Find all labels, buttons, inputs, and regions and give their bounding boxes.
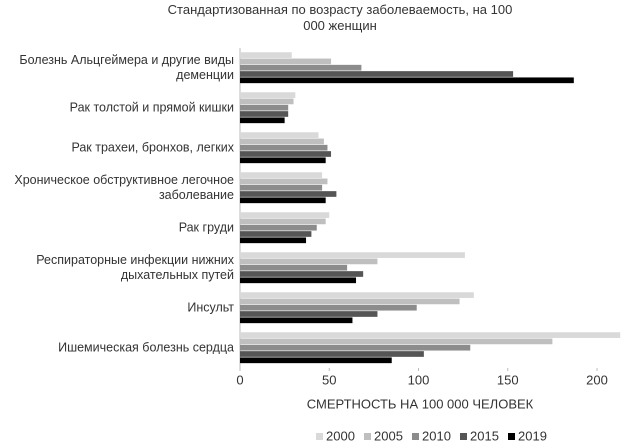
legend-swatch <box>364 433 371 440</box>
legend-swatch <box>460 433 467 440</box>
y-tick-label: Ишемическая болезнь сердца <box>58 340 234 355</box>
bar <box>240 197 326 204</box>
bar <box>240 111 289 117</box>
bar <box>240 157 326 164</box>
legend-swatch <box>508 433 515 440</box>
legend-swatch <box>412 433 419 440</box>
bar <box>240 338 553 345</box>
bar <box>240 64 362 71</box>
bar <box>240 351 424 357</box>
bar <box>240 357 392 364</box>
bar <box>240 144 328 151</box>
bar <box>240 92 296 98</box>
bar <box>240 138 324 145</box>
y-tick-label: Респираторные инфекции нижних дыхательны… <box>36 253 234 282</box>
x-tick-label: 50 <box>322 372 336 387</box>
bar <box>240 277 357 284</box>
bar <box>240 292 474 298</box>
bar <box>240 311 378 317</box>
y-tick-label: Рак толстой и прямой кишки <box>69 100 234 115</box>
bar <box>240 304 417 311</box>
bar <box>240 98 294 105</box>
bar <box>240 184 323 191</box>
legend-label: 2000 <box>326 428 355 443</box>
bar <box>240 77 574 84</box>
bar <box>240 252 465 258</box>
bar <box>240 344 471 351</box>
bar <box>240 317 353 324</box>
bar <box>240 258 378 265</box>
bar <box>240 71 514 77</box>
bar <box>240 172 323 178</box>
y-tick-label: Инсульт <box>187 300 234 315</box>
bar <box>240 271 364 277</box>
chart-title: Стандартизованная по возрасту заболеваем… <box>167 2 513 33</box>
bar <box>240 104 289 111</box>
bar <box>240 132 319 138</box>
bar <box>240 52 292 58</box>
bar <box>240 191 337 197</box>
legend-label: 2015 <box>470 428 499 443</box>
y-tick-label: Рак груди <box>178 220 234 235</box>
legend-label: 2019 <box>518 428 547 443</box>
bar <box>240 218 326 225</box>
bar <box>240 58 332 65</box>
legend-label: 2010 <box>422 428 451 443</box>
bar <box>240 212 330 218</box>
legend-swatch <box>316 433 323 440</box>
bar <box>240 237 307 244</box>
bar <box>240 298 460 305</box>
y-tick-label: Хроническое обструктивное легочное забол… <box>14 173 234 202</box>
x-tick-label: 150 <box>497 372 519 387</box>
bar <box>240 231 312 237</box>
x-tick-label: 200 <box>586 372 608 387</box>
x-axis-label: СМЕРТНОСТЬ НА 100 000 ЧЕЛОВЕК <box>307 396 534 411</box>
bar <box>240 264 348 271</box>
y-tick-label: Рак трахеи, бронхов, легких <box>71 140 234 155</box>
bar <box>240 332 621 338</box>
bar <box>240 117 285 124</box>
bar <box>240 178 328 185</box>
bar <box>240 224 317 231</box>
bar <box>240 151 332 157</box>
legend-label: 2005 <box>374 428 403 443</box>
x-tick-label: 0 <box>236 372 243 387</box>
y-tick-label: Болезнь Альцгеймера и другие виды деменц… <box>19 53 234 82</box>
x-tick-label: 100 <box>408 372 430 387</box>
